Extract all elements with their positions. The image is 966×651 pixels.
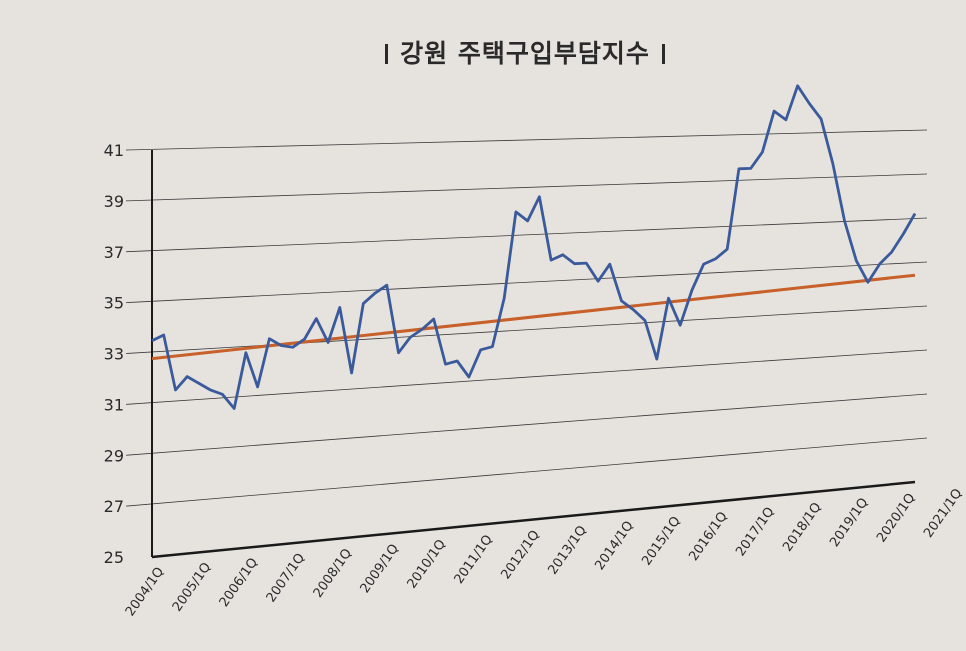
chart-title-text: 강원 주택구입부담지수 — [400, 39, 650, 68]
x-tick-label: 2020/1Q — [874, 491, 918, 545]
x-tick-label: 2011/1Q — [452, 532, 496, 586]
x-tick-label: 2007/1Q — [264, 551, 308, 605]
gridline — [125, 305, 928, 354]
chart-title: 강원 주택구입부담지수 — [0, 34, 966, 70]
x-tick-label: 2017/1Q — [733, 505, 777, 559]
gridline — [125, 217, 928, 253]
x-tick-label: 2006/1Q — [217, 555, 261, 609]
x-tick-label: 2016/1Q — [686, 509, 730, 563]
y-tick-label: 31 — [104, 395, 124, 414]
gridline — [125, 173, 928, 202]
x-tick-label: 2005/1Q — [170, 560, 214, 614]
y-tick-label: 25 — [104, 548, 124, 567]
x-tick-label: 2004/1Q — [123, 565, 167, 619]
series-line — [151, 84, 917, 410]
y-tick-label: 33 — [104, 345, 124, 364]
x-tick-label: 2021/1Q — [921, 486, 965, 540]
gridline — [125, 349, 928, 405]
x-axis — [151, 480, 916, 559]
x-tick-label: 2010/1Q — [405, 537, 449, 591]
y-tick-label: 29 — [104, 446, 124, 465]
x-tick-label: 2015/1Q — [639, 514, 683, 568]
y-tick-label: 39 — [104, 192, 124, 211]
y-tick-label: 37 — [104, 243, 124, 262]
x-tick-label: 2013/1Q — [545, 523, 589, 577]
x-tick-label: 2008/1Q — [311, 546, 355, 600]
gridline — [125, 261, 928, 304]
x-tick-label: 2009/1Q — [358, 542, 402, 596]
y-tick-label: 41 — [104, 141, 124, 160]
gridline — [125, 393, 928, 456]
x-tick-label: 2018/1Q — [780, 500, 824, 554]
title-bar-left — [385, 44, 389, 64]
x-tick-label: 2012/1Q — [499, 528, 543, 582]
title-bar-right — [661, 44, 665, 64]
gridline — [125, 129, 928, 151]
y-tick-label: 27 — [104, 497, 124, 516]
x-tick-label: 2019/1Q — [827, 495, 871, 549]
gridline — [125, 437, 928, 507]
y-tick-label: 35 — [104, 294, 124, 313]
x-tick-label: 2014/1Q — [592, 519, 636, 573]
